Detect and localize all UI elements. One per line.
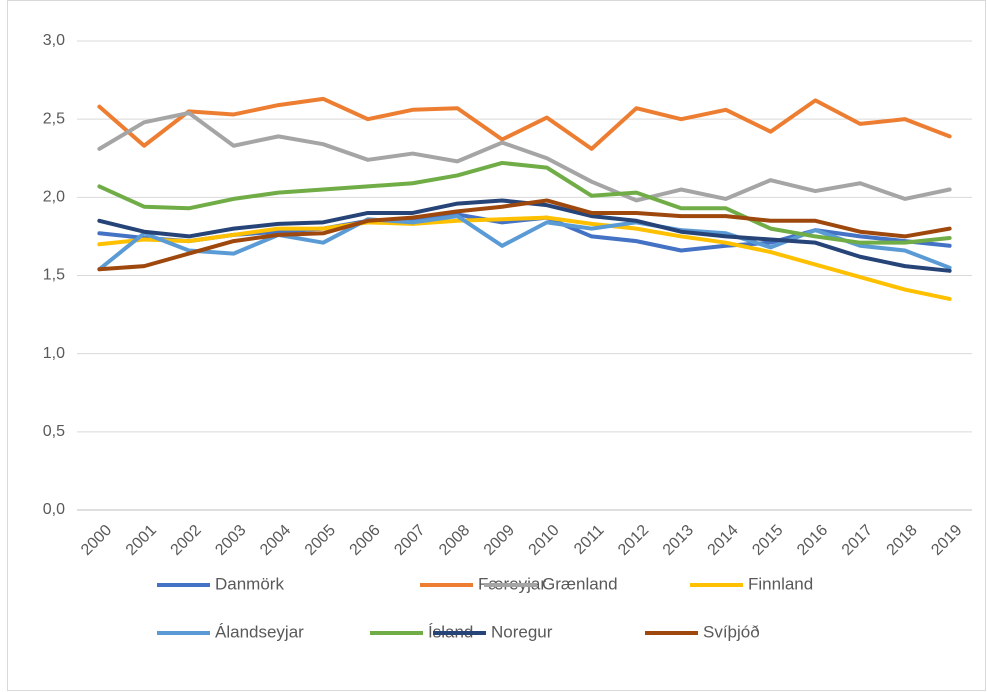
series-line: [97, 198, 952, 272]
x-tick-label: 2013: [660, 522, 697, 559]
y-tick-label: 2,5: [43, 110, 65, 127]
y-tick-label: 1,0: [43, 345, 65, 362]
y-tick-label: 2,0: [43, 189, 65, 206]
x-tick-label: 2019: [928, 522, 965, 559]
series-line: [97, 215, 952, 301]
x-tick-label: 2006: [346, 522, 383, 559]
legend-label: Grænland: [542, 574, 618, 593]
series-line: [97, 214, 952, 272]
legend-label: Finnland: [748, 574, 813, 593]
legend-label: Álandseyjar: [215, 622, 304, 641]
legend-label: Danmörk: [215, 574, 284, 593]
series-line: [97, 160, 952, 245]
legend-label: Noregur: [491, 622, 553, 641]
y-tick-label: 1,5: [43, 267, 65, 284]
x-tick-label: 2005: [302, 522, 339, 559]
y-tick-label: 0,0: [43, 501, 65, 518]
chart-border: [7, 0, 986, 691]
y-tick-label: 0,5: [43, 423, 65, 440]
x-tick-label: 2000: [78, 522, 115, 559]
series-line: [97, 96, 952, 151]
x-tick-label: 2002: [167, 522, 204, 559]
x-tick-label: 2003: [212, 522, 249, 559]
x-tick-label: 2012: [615, 522, 652, 559]
legend-label: Svíþjóð: [703, 622, 760, 641]
x-tick-label: 2010: [525, 522, 562, 559]
x-tick-label: 2016: [794, 522, 831, 559]
x-tick-label: 2004: [257, 522, 294, 559]
x-tick-label: 2009: [481, 522, 518, 559]
x-tick-label: 2017: [839, 522, 876, 559]
x-tick-label: 2018: [883, 522, 920, 559]
x-tick-label: 2001: [123, 522, 160, 559]
legend: DanmörkFæreyjarGrænlandFinnlandÁlandseyj…: [157, 574, 813, 641]
y-tick-label: 3,0: [43, 32, 65, 49]
x-tick-label: 2008: [436, 522, 473, 559]
x-tick-label: 2007: [391, 522, 428, 559]
x-tick-label: 2011: [571, 522, 607, 558]
series-line: [97, 110, 952, 203]
x-tick-label: 2014: [704, 522, 741, 559]
x-tick-label: 2015: [749, 522, 786, 559]
